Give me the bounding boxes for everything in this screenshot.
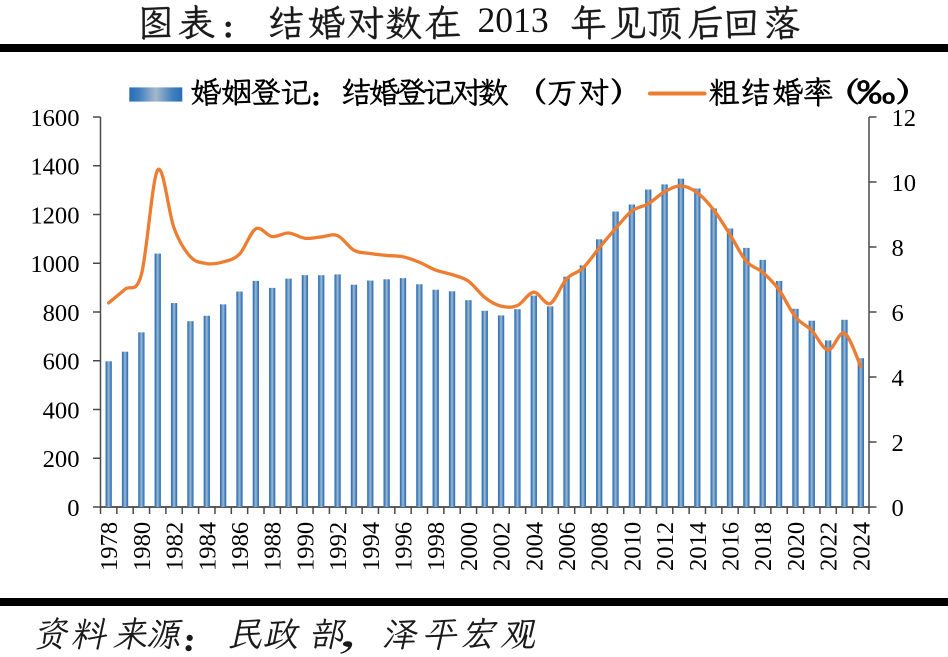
svg-text:2000: 2000: [456, 522, 483, 571]
svg-text:1990: 1990: [292, 522, 319, 571]
svg-text:1978: 1978: [96, 522, 123, 571]
svg-text:1988: 1988: [260, 522, 287, 571]
svg-text:2014: 2014: [685, 522, 712, 571]
svg-text:4: 4: [892, 365, 904, 392]
svg-text:1400: 1400: [30, 154, 79, 181]
svg-text:2: 2: [892, 430, 904, 457]
svg-text:2016: 2016: [718, 522, 745, 571]
svg-text:1986: 1986: [227, 522, 254, 571]
svg-text:2018: 2018: [750, 522, 777, 571]
svg-text:1200: 1200: [30, 202, 79, 229]
svg-text:2022: 2022: [816, 522, 843, 571]
svg-text:2010: 2010: [619, 522, 646, 571]
svg-text:1998: 1998: [423, 522, 450, 571]
svg-text:200: 200: [43, 446, 80, 473]
svg-text:1996: 1996: [390, 522, 417, 571]
svg-text:1982: 1982: [162, 522, 189, 571]
svg-text:2002: 2002: [489, 522, 516, 571]
svg-text:6: 6: [892, 300, 904, 327]
svg-text:600: 600: [43, 349, 80, 376]
svg-text:2012: 2012: [652, 522, 679, 571]
svg-text:1980: 1980: [129, 522, 156, 571]
svg-text:2006: 2006: [554, 522, 581, 571]
svg-text:1000: 1000: [30, 251, 79, 278]
svg-text:10: 10: [892, 170, 917, 197]
svg-text:1984: 1984: [194, 522, 221, 571]
svg-text:2008: 2008: [587, 522, 614, 571]
svg-text:2024: 2024: [848, 522, 875, 571]
svg-text:2013: 2013: [478, 0, 549, 40]
svg-text:2004: 2004: [521, 522, 548, 571]
svg-text:8: 8: [892, 235, 904, 262]
svg-text:800: 800: [43, 300, 80, 327]
svg-text:0: 0: [892, 495, 904, 522]
svg-text:400: 400: [43, 397, 80, 424]
svg-text:1600: 1600: [30, 105, 79, 132]
svg-text:1992: 1992: [325, 522, 352, 571]
svg-text:2020: 2020: [783, 522, 810, 571]
svg-text:1994: 1994: [358, 522, 385, 571]
svg-text:12: 12: [892, 105, 917, 132]
svg-text:0: 0: [67, 495, 79, 522]
